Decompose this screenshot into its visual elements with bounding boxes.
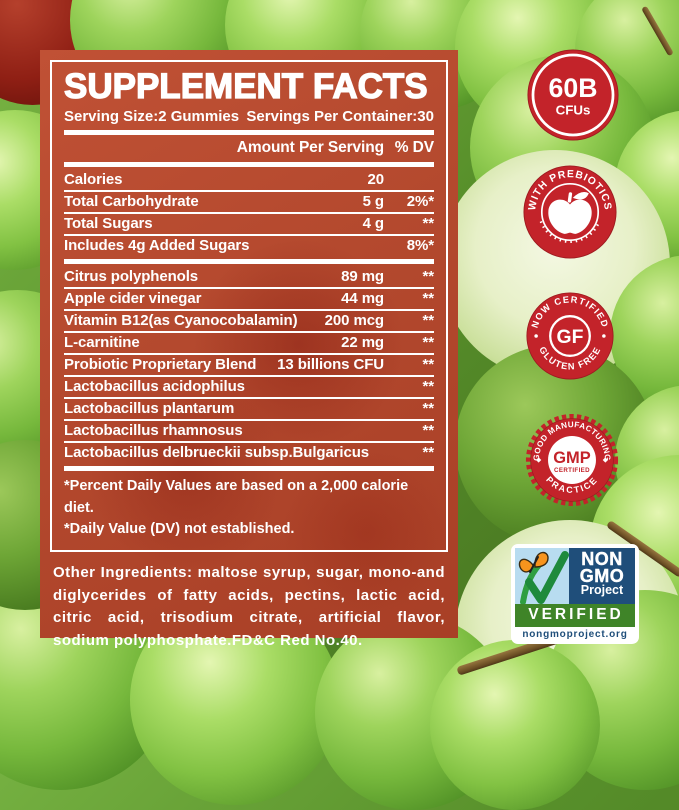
gf-center: GF [557, 326, 584, 348]
gmp-center: GMP [553, 449, 590, 467]
apple-photo [430, 640, 600, 810]
row-label: Probiotic Proprietary Blend [64, 356, 257, 374]
row-dv: ** [422, 356, 435, 374]
divider-bar [64, 129, 434, 135]
table-row: L-carnitine 22 mg ** [64, 333, 434, 355]
badge-non-gmo-verified: NON GMO Project VERIFIED nongmoproject.o… [511, 544, 639, 644]
nongmo-wordmark: NON GMO Project [569, 548, 635, 604]
nongmo-line2: GMO [579, 565, 625, 586]
butterfly-icon [515, 548, 569, 605]
nongmo-line1: NON [581, 549, 623, 569]
row-label: Lactobacillus acidophilus [64, 378, 245, 396]
row-dv: ** [422, 334, 435, 352]
divider-bar [64, 161, 434, 167]
other-ingredients: Other Ingredients: maltose syrup, sugar,… [53, 564, 445, 649]
divider-bar [64, 258, 434, 264]
row-dv: ** [422, 290, 435, 308]
table-row: Lactobacillus plantarum ** [64, 399, 434, 421]
gmp-sub: CERTIFIED [554, 467, 590, 474]
supplement-facts-panel: SUPPLEMENT FACTS Serving Size:2 Gummies … [40, 50, 458, 649]
row-amount: 200 mcg [324, 312, 384, 330]
table-row: Includes 4g Added Sugars 8%* [64, 236, 434, 256]
facts-box: SUPPLEMENT FACTS Serving Size:2 Gummies … [50, 60, 448, 552]
row-label: Vitamin B12(as Cyanocobalamin) [64, 312, 298, 330]
row-amount: 89 mg [341, 268, 384, 286]
row-dv: ** [422, 215, 435, 233]
badge-with-prebiotics: WITH PREBIOTICS [523, 165, 617, 259]
row-label: Total Sugars [64, 215, 153, 233]
table-row: Total Carbohydrate 5 g 2%* [64, 192, 434, 214]
badge-60b-cfus: 60B CFUs [527, 49, 619, 141]
table-row: Total Sugars 4 g ** [64, 214, 434, 236]
row-label: Citrus polyphenols [64, 268, 199, 286]
row-label: Calories [64, 171, 123, 189]
table-row: Vitamin B12(as Cyanocobalamin) 200 mcg *… [64, 311, 434, 333]
badge-gmp-certified: GOOD MANUFACTURING PRACTICE GMP CERTIFIE… [525, 413, 619, 507]
nongmo-top: NON GMO Project [515, 548, 635, 605]
cfu-count: 60B [549, 73, 598, 103]
badge-gluten-free: NOW CERTIFIED GLUTEN FREE GF [526, 292, 614, 380]
facts-title: SUPPLEMENT FACTS [63, 67, 428, 106]
row-label: Total Carbohydrate [64, 193, 199, 211]
footnote-dv: *Percent Daily Values are based on a 2,0… [64, 477, 409, 516]
nongmo-line3: Project [580, 583, 624, 598]
table-row: Probiotic Proprietary Blend 13 billions … [64, 355, 434, 377]
row-label: Includes 4g Added Sugars [64, 237, 250, 255]
apple-icon [548, 192, 592, 234]
table-row: Citrus polyphenols 89 mg ** [64, 267, 434, 289]
row-dv: ** [422, 444, 435, 462]
nongmo-url: nongmoproject.org [522, 629, 628, 640]
footnote-established: *Daily Value (DV) not established. [64, 521, 295, 538]
row-amount: 44 mg [341, 290, 384, 308]
nongmo-verified: VERIFIED [515, 604, 635, 627]
row-dv: ** [422, 422, 435, 440]
row-dv: 8%* [406, 237, 434, 255]
table-row: Lactobacillus delbrueckii subsp.Bulgaric… [64, 443, 434, 463]
row-amount: 5 g [362, 193, 384, 211]
table-row: Calories 20 [64, 170, 434, 192]
serving-size: Serving Size:2 Gummies [64, 107, 240, 125]
row-amount: 13 billions CFU [277, 356, 384, 374]
dv-header: % DV [394, 139, 434, 157]
row-dv: ** [422, 312, 435, 330]
row-label: L-carnitine [64, 334, 140, 352]
row-dv: ** [422, 378, 435, 396]
cfu-unit: CFUs [556, 102, 591, 117]
row-label: Lactobacillus delbrueckii subsp.Bulgaric… [64, 444, 370, 462]
footnotes: *Percent Daily Values are based on a 2,0… [64, 476, 434, 541]
row-label: Apple cider vinegar [64, 290, 202, 308]
table-row: Lactobacillus acidophilus ** [64, 377, 434, 399]
row-label: Lactobacillus plantarum [64, 400, 235, 418]
row-amount: 22 mg [341, 334, 384, 352]
row-label: Lactobacillus rhamnosus [64, 422, 243, 440]
amount-header: Amount Per Serving [236, 139, 384, 157]
row-dv: 2%* [406, 193, 434, 211]
row-amount: 20 [367, 171, 385, 189]
servings-per-container: Servings Per Container:30 [246, 107, 434, 125]
column-header-row: Amount Per Serving % DV [64, 138, 434, 159]
divider-bar [64, 465, 434, 471]
table-row: Apple cider vinegar 44 mg ** [64, 289, 434, 311]
row-amount: 4 g [362, 215, 384, 233]
serving-row: Serving Size:2 Gummies Servings Per Cont… [64, 108, 434, 125]
table-row: Lactobacillus rhamnosus ** [64, 421, 434, 443]
row-dv: ** [422, 268, 435, 286]
row-dv: ** [422, 400, 435, 418]
